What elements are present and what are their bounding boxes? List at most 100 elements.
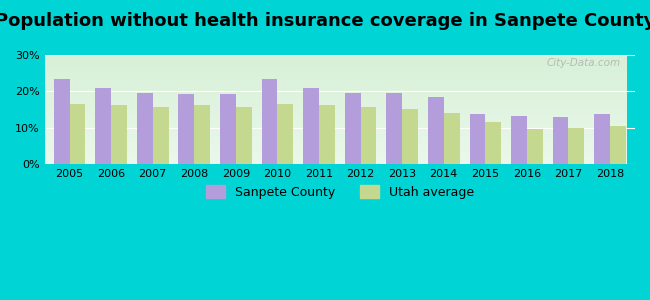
- Bar: [45, 133, 627, 134]
- Bar: [319, 105, 335, 164]
- Bar: [361, 107, 376, 164]
- Bar: [45, 141, 627, 142]
- Bar: [428, 97, 444, 164]
- Bar: [45, 160, 627, 161]
- Bar: [45, 57, 627, 58]
- Bar: [45, 94, 627, 95]
- Bar: [111, 105, 127, 164]
- Bar: [45, 100, 627, 101]
- Bar: [45, 83, 627, 84]
- Bar: [45, 158, 627, 159]
- Bar: [45, 124, 627, 125]
- Bar: [45, 127, 627, 128]
- Bar: [45, 109, 627, 110]
- Bar: [45, 125, 627, 126]
- Bar: [45, 134, 627, 135]
- Bar: [179, 94, 194, 164]
- Bar: [45, 71, 627, 72]
- Bar: [45, 157, 627, 158]
- Bar: [45, 59, 627, 60]
- Bar: [45, 138, 627, 139]
- Bar: [45, 139, 627, 140]
- Bar: [45, 113, 627, 114]
- Bar: [45, 159, 627, 160]
- Bar: [45, 105, 627, 106]
- Bar: [45, 126, 627, 127]
- Bar: [45, 93, 627, 94]
- Bar: [45, 78, 627, 79]
- Bar: [45, 67, 627, 68]
- Bar: [45, 89, 627, 90]
- Bar: [45, 101, 627, 102]
- Bar: [45, 79, 627, 80]
- Bar: [45, 63, 627, 64]
- Bar: [511, 116, 527, 164]
- Bar: [45, 97, 627, 98]
- Bar: [552, 116, 569, 164]
- Bar: [45, 62, 627, 63]
- Bar: [45, 69, 627, 70]
- Bar: [45, 87, 627, 88]
- Bar: [45, 147, 627, 148]
- Bar: [45, 151, 627, 152]
- Bar: [45, 121, 627, 122]
- Bar: [45, 76, 627, 77]
- Bar: [45, 85, 627, 86]
- Bar: [45, 132, 627, 133]
- Bar: [96, 88, 111, 164]
- Bar: [45, 84, 627, 85]
- Bar: [54, 79, 70, 164]
- Bar: [45, 117, 627, 118]
- Bar: [45, 90, 627, 91]
- Bar: [45, 150, 627, 151]
- Bar: [45, 66, 627, 67]
- Bar: [45, 130, 627, 131]
- Bar: [45, 154, 627, 155]
- Bar: [153, 107, 168, 164]
- Bar: [45, 102, 627, 103]
- Bar: [45, 122, 627, 123]
- Bar: [45, 114, 627, 115]
- Bar: [386, 92, 402, 164]
- Legend: Sanpete County, Utah average: Sanpete County, Utah average: [201, 180, 479, 204]
- Bar: [70, 104, 85, 164]
- Bar: [45, 70, 627, 71]
- Bar: [45, 123, 627, 124]
- Bar: [45, 111, 627, 112]
- Bar: [594, 114, 610, 164]
- Bar: [45, 81, 627, 82]
- Bar: [45, 80, 627, 81]
- Bar: [45, 86, 627, 87]
- Bar: [45, 64, 627, 65]
- Bar: [45, 140, 627, 141]
- Bar: [220, 94, 236, 164]
- Bar: [45, 75, 627, 76]
- Bar: [262, 79, 278, 164]
- Bar: [45, 143, 627, 144]
- Bar: [303, 88, 319, 164]
- Bar: [45, 108, 627, 109]
- Bar: [402, 109, 418, 164]
- Bar: [469, 114, 486, 164]
- Bar: [527, 129, 543, 164]
- Bar: [45, 112, 627, 113]
- Bar: [45, 115, 627, 116]
- Bar: [45, 136, 627, 137]
- Bar: [45, 149, 627, 150]
- Bar: [45, 104, 627, 105]
- Bar: [45, 145, 627, 146]
- Bar: [45, 99, 627, 100]
- Bar: [45, 118, 627, 119]
- Bar: [45, 120, 627, 121]
- Bar: [45, 107, 627, 108]
- Bar: [45, 92, 627, 93]
- Bar: [45, 128, 627, 129]
- Bar: [45, 103, 627, 104]
- Bar: [610, 126, 626, 164]
- Bar: [236, 107, 252, 164]
- Bar: [45, 60, 627, 61]
- Bar: [45, 156, 627, 157]
- Bar: [45, 144, 627, 145]
- Bar: [45, 135, 627, 136]
- Bar: [45, 162, 627, 163]
